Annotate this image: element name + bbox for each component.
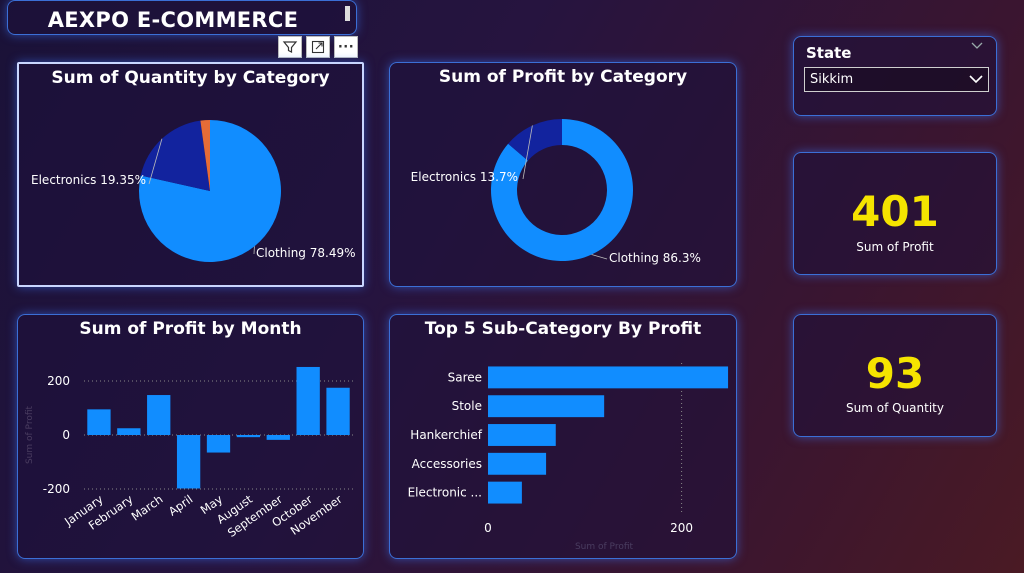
filter-icon [282,41,298,53]
focus-mode-button[interactable] [306,36,330,58]
profit-kpi-card[interactable]: 401 Sum of Profit [793,152,997,275]
bar [488,481,522,504]
bar [147,395,171,435]
state-slicer[interactable]: State Sikkim [793,36,997,116]
focus-mode-icon [311,40,325,54]
y-tick-label: 0 [62,428,70,442]
bar [266,435,290,440]
y-tick-label: Stole [452,399,482,413]
x-axis-label: Sum of Profit [575,542,634,552]
bar [488,452,547,475]
chart-title: Sum of Quantity by Category [51,68,330,88]
bar [326,387,350,435]
profit-by-category-panel[interactable]: Sum of Profit by Category Clothing 86.3%… [389,62,737,287]
data-label: Clothing 86.3% [609,251,701,265]
data-label: Electronics 19.35% [31,173,146,187]
chevron-down-icon[interactable] [970,41,984,51]
quantity-kpi-card[interactable]: 93 Sum of Quantity [793,314,997,437]
y-tick-label: Saree [448,370,482,384]
more-options-icon: ··· [337,39,355,55]
pie-slice [508,119,562,161]
visual-toolbar: ··· [278,36,358,58]
chart-title: Top 5 Sub-Category By Profit [424,319,702,339]
quantity-by-category-panel[interactable]: Sum of Quantity by Category Clothing 78.… [17,62,364,287]
y-tick-label: -200 [43,482,70,496]
bar [488,424,556,446]
x-tick-label: April [166,492,196,519]
more-options-button[interactable]: ··· [334,36,358,58]
bar [176,435,201,489]
kpi-label: Sum of Profit [856,240,934,254]
y-tick-label: Hankerchief [410,428,482,442]
y-axis-label: Sum of Profit [25,406,35,465]
leader-line [522,125,533,180]
kpi-value: 401 [851,187,939,236]
top-subcategory-bar-chart: 0 200 Sum of Profit Saree Stole Hankerchief Ac… [408,363,729,552]
bar [296,366,320,435]
bar [117,428,141,435]
title-scrollbar[interactable] [345,6,350,21]
bar [87,409,111,435]
x-tick-label: March [129,492,166,524]
slicer-title: State [806,44,852,62]
data-label: Electronics 13.7% [411,170,518,184]
y-tick-label: 200 [47,374,70,388]
state-dropdown-value: Sikkim [810,72,854,87]
chart-title: Sum of Profit by Category [438,67,688,87]
bar [236,435,261,438]
dashboard-title: AEXPO E-COMMERCE [47,8,299,32]
quantity-pie-chart: Clothing 78.49% Electronics 19.35% [31,120,356,262]
kpi-value: 93 [865,349,925,398]
x-tick-label: 200 [670,521,693,535]
dashboard-title-box: AEXPO E-COMMERCE [7,0,357,35]
pie-slice [140,120,210,191]
y-tick-label: Electronic ... [408,486,482,500]
profit-by-month-panel[interactable]: Sum of Profit by Month 200 0 -200 Sum of Pr… [17,314,364,559]
kpi-label: Sum of Quantity [846,401,944,415]
leader-line [591,254,608,260]
state-dropdown[interactable]: Sikkim [804,67,989,92]
top-subcategory-panel[interactable]: Top 5 Sub-Category By Profit 0 200 Sum of … [389,314,737,559]
pie-slice [200,120,210,191]
data-label: Clothing 78.49% [256,246,356,260]
leader-line [148,138,163,185]
chart-title: Sum of Profit by Month [79,319,302,339]
pie-slice [491,119,633,261]
chevron-down-icon [969,75,983,84]
bar [488,366,729,389]
bar [488,395,605,418]
filter-button[interactable] [278,36,302,58]
y-tick-label: Accessories [412,457,482,471]
bar [206,435,231,453]
x-tick-label: 0 [484,521,492,535]
profit-donut-chart: Clothing 86.3% Electronics 13.7% [411,119,701,265]
